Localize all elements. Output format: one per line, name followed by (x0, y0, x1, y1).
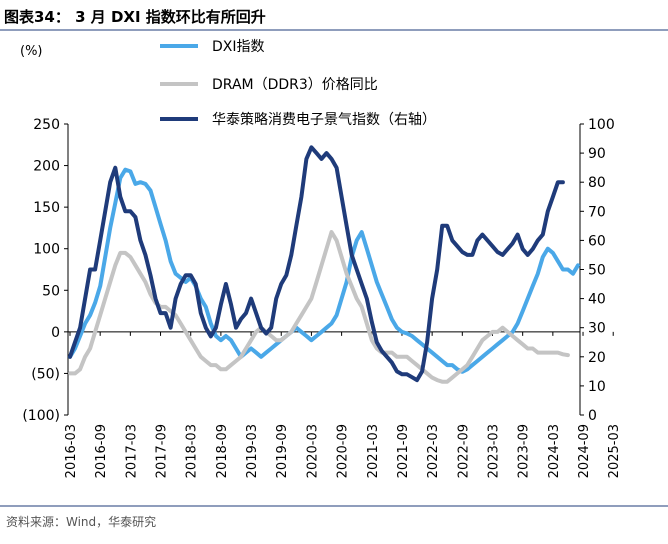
series-layer (68, 145, 580, 384)
x-tick-label: 2019-03 (245, 424, 260, 478)
left-axis-label: (%) (20, 44, 43, 59)
x-tick-label: 2019-09 (275, 424, 290, 478)
right-tick-label: 60 (588, 233, 606, 249)
series-line-1 (68, 230, 570, 384)
right-tick-label: 30 (588, 321, 606, 337)
x-tick-label: 2023-03 (486, 424, 501, 478)
right-tick-label: 100 (588, 117, 615, 133)
right-tick-label: 70 (588, 204, 606, 220)
x-tick-label: 2021-03 (366, 424, 381, 478)
left-tick-label: (50) (31, 366, 60, 382)
x-tick-label: 2020-09 (336, 424, 351, 478)
left-tick-label: 150 (33, 200, 60, 216)
left-tick-label: 250 (33, 117, 60, 133)
x-tick-label: 2023-09 (517, 424, 532, 478)
legend: DXI指数 DRAM（DDR3）价格同比 华泰策略消费电子景气指数（右轴） (160, 39, 436, 128)
left-axis: (100) (50) 0 50 100 150 200 250 (22, 117, 69, 424)
right-tick-label: 40 (588, 292, 606, 308)
legend-label-dxi: DXI指数 (212, 39, 265, 55)
series-line-2 (68, 145, 565, 383)
source-note: 资料来源：Wind，华泰研究 (6, 514, 156, 529)
left-tick-label: 0 (51, 325, 60, 341)
x-tick-label: 2024-09 (577, 424, 592, 478)
series-line-0 (68, 167, 580, 374)
legend-label-dram: DRAM（DDR3）价格同比 (212, 77, 378, 93)
left-tick-label: 200 (33, 159, 60, 175)
x-tick-label: 2022-09 (456, 424, 471, 478)
x-axis: 2016-03 2016-09 2017-03 2017-09 2018-03 2018-… (64, 331, 622, 478)
x-tick-label: 2017-03 (124, 424, 139, 478)
x-tick-label: 2018-09 (215, 424, 230, 478)
x-tick-label: 2021-09 (396, 424, 411, 478)
right-axis: 0 10 20 30 40 50 60 70 80 90 100 (579, 117, 615, 424)
legend-label-index: 华泰策略消费电子景气指数（右轴） (212, 111, 436, 128)
x-tick-label: 2025-03 (607, 424, 622, 478)
page-title: 图表34： 3 月 DXI 指数环比有所回升 (4, 8, 266, 26)
right-tick-label: 50 (588, 263, 606, 279)
left-tick-label: (100) (22, 408, 60, 424)
x-tick-label: 2020-03 (305, 424, 320, 478)
right-tick-label: 90 (588, 146, 606, 162)
right-tick-label: 0 (588, 408, 597, 424)
x-tick-label: 2018-03 (185, 424, 200, 478)
x-tick-label: 2024-03 (547, 424, 562, 478)
x-tick-label: 2022-03 (426, 424, 441, 478)
x-tick-label: 2016-09 (94, 424, 109, 478)
right-tick-label: 80 (588, 175, 606, 191)
right-tick-label: 10 (588, 379, 606, 395)
x-tick-label: 2016-03 (64, 424, 79, 478)
left-tick-label: 50 (42, 283, 60, 299)
x-tick-label: 2017-09 (155, 424, 170, 478)
right-tick-label: 20 (588, 350, 606, 366)
left-tick-label: 100 (33, 242, 60, 258)
